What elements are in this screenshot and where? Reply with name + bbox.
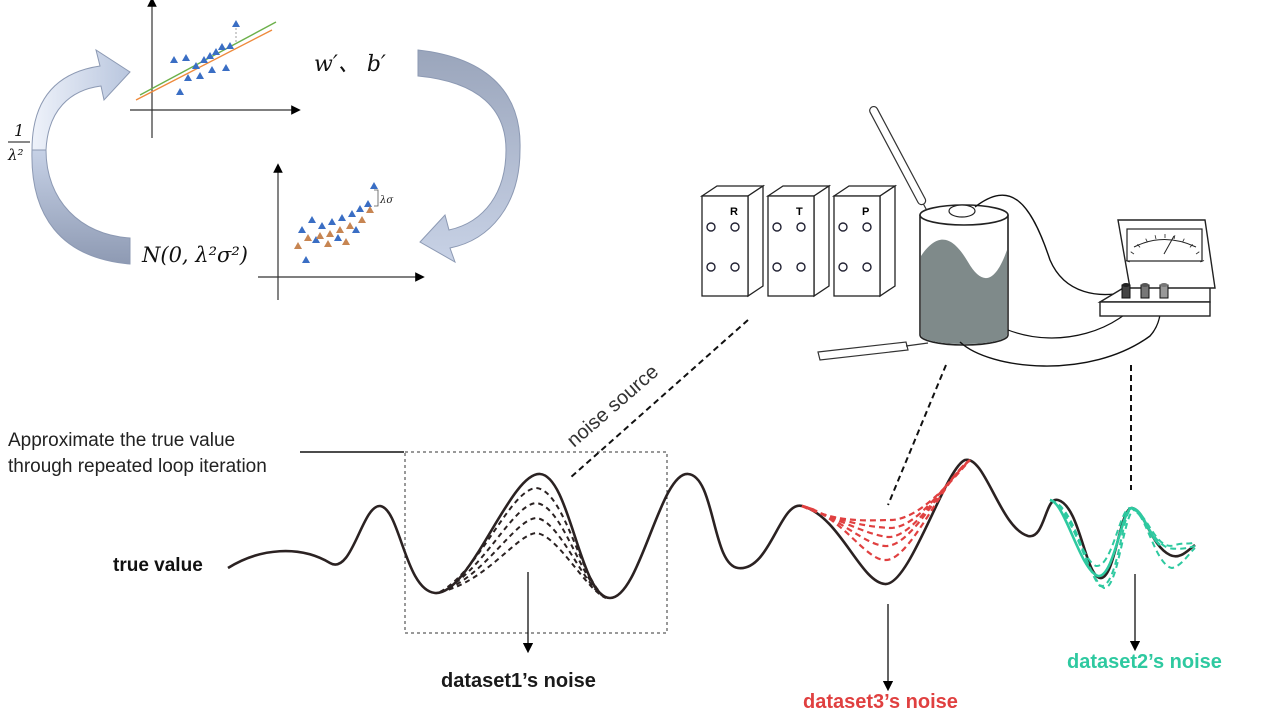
signal-curves xyxy=(227,451,1196,634)
data-point-triangle-orange xyxy=(358,216,366,223)
bottom-data-points xyxy=(294,182,378,263)
rtp-box-letter: P xyxy=(862,206,869,218)
rtp-box-letter: T xyxy=(796,206,803,218)
meter-tick xyxy=(1125,260,1130,263)
meter-tick xyxy=(1173,235,1176,240)
data-point-triangle-blue xyxy=(370,182,378,189)
data-point-triangle-blue xyxy=(318,222,326,229)
data-point-triangle-blue xyxy=(302,256,310,263)
cycle-arrow-top-left xyxy=(31,48,131,151)
connector-boxes xyxy=(569,319,749,479)
data-point-triangle xyxy=(222,64,230,71)
meter-tick xyxy=(1130,251,1135,255)
data-point-triangle-orange xyxy=(366,206,374,213)
data-point-triangle-blue xyxy=(312,236,320,243)
bottom-probe xyxy=(817,341,929,361)
rtp-box-p: P xyxy=(831,184,898,298)
data-point-triangle-blue xyxy=(298,226,306,233)
meter-tick xyxy=(1145,238,1148,243)
voltmeter xyxy=(1097,219,1216,317)
data-point-triangle-blue xyxy=(364,200,372,207)
data-point-triangle-blue xyxy=(356,205,364,212)
data-point-triangle-orange xyxy=(316,232,324,239)
data-point-triangle xyxy=(196,72,204,79)
meter-tick xyxy=(1189,244,1193,248)
data-point-triangle xyxy=(184,74,192,81)
data-point-triangle xyxy=(192,62,200,69)
data-point-triangle xyxy=(218,43,226,50)
dataset3-noise-curves xyxy=(801,459,971,562)
approx-label-line1: Approximate the true value xyxy=(8,430,235,451)
data-point-triangle-blue xyxy=(348,210,356,217)
dataset3-label: dataset3’s noise xyxy=(803,691,958,713)
dataset1-label: dataset1’s noise xyxy=(441,670,596,692)
dataset3-start-arrow xyxy=(801,504,815,512)
true-value-curve xyxy=(227,458,1196,600)
data-point-triangle xyxy=(212,48,220,55)
data-point-triangle-orange xyxy=(346,222,354,229)
data-point-triangle xyxy=(170,56,178,63)
data-point-triangle xyxy=(176,88,184,95)
meter-tick xyxy=(1154,235,1157,240)
dataset2-label: dataset2’s noise xyxy=(1067,651,1222,673)
data-point-triangle-orange xyxy=(326,230,334,237)
rtp-box-r: R xyxy=(699,184,766,298)
approx-label-line2: through repeated loop iteration xyxy=(8,456,267,477)
connector-beaker xyxy=(887,364,947,506)
beaker-apparatus xyxy=(817,105,1162,367)
data-point-triangle-orange xyxy=(324,240,332,247)
meter-tick xyxy=(1137,244,1141,248)
rtp-box-letter: R xyxy=(730,206,738,218)
true-value-label: true value xyxy=(113,555,203,576)
dataset2-noise-curves xyxy=(1049,499,1196,589)
noise-source-label: noise source xyxy=(563,361,663,452)
data-point-triangle-orange xyxy=(304,234,312,241)
fraction-numerator: 1 xyxy=(14,121,24,140)
data-point-triangle xyxy=(206,52,214,59)
data-point-triangle xyxy=(226,42,234,49)
fit-line-orange xyxy=(135,29,273,101)
dataset1-noise-curves xyxy=(439,486,607,599)
meter-tick xyxy=(1195,251,1200,255)
params-label: w′、 b′ xyxy=(314,52,386,77)
top-scatter-plot xyxy=(130,0,301,138)
normal-distribution-label: N(0, λ²σ²) xyxy=(141,243,248,267)
data-point-triangle-blue xyxy=(352,226,360,233)
data-point-triangle-blue xyxy=(334,234,342,241)
bottom-scatter-plot: λσ xyxy=(258,163,425,300)
cycle-arrow-right xyxy=(417,49,521,264)
rtp-box-t: T xyxy=(765,184,832,298)
data-point-triangle xyxy=(182,54,190,61)
data-point-triangle-blue xyxy=(308,216,316,223)
iteration-box xyxy=(404,451,668,634)
data-point-triangle xyxy=(200,56,208,63)
cycle-arrow-left xyxy=(31,149,131,265)
wire-top xyxy=(974,194,1127,296)
regression-cycle: λσ 1 λ² w′、 b′ N(0, λ²σ²) xyxy=(7,0,521,300)
data-point-triangle-orange xyxy=(294,242,302,249)
meter-tick xyxy=(1182,238,1185,243)
fraction-denominator: λ² xyxy=(7,146,24,164)
data-point-triangle-blue xyxy=(328,218,336,225)
data-point-triangle-orange xyxy=(336,226,344,233)
meter-terminals xyxy=(1121,283,1169,299)
data-point-triangle xyxy=(208,66,216,73)
data-point-triangle-orange xyxy=(342,238,350,245)
top-data-points xyxy=(170,20,240,95)
meter-tick xyxy=(1200,260,1205,263)
data-point-triangle-blue xyxy=(338,214,346,221)
beaker-liquid xyxy=(921,239,1007,344)
rtp-boxes: R T P xyxy=(699,184,898,298)
dataset2-solid-curve xyxy=(1049,498,1161,578)
lambda-sigma-label: λσ xyxy=(379,195,394,206)
beaker-cap xyxy=(948,204,976,218)
data-point-triangle xyxy=(232,20,240,27)
